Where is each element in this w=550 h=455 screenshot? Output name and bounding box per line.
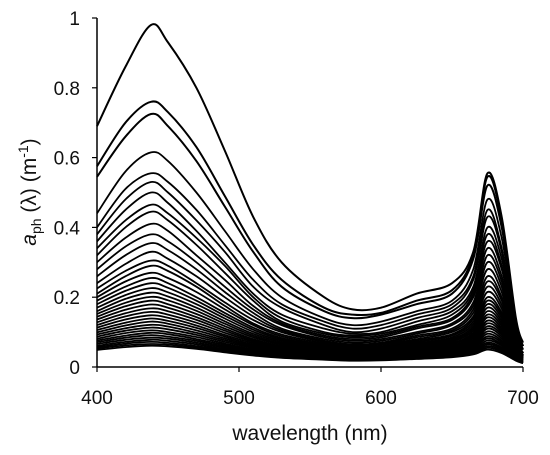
- y-tick-label: 1: [69, 9, 80, 30]
- y-axis-label-subscript: ph: [28, 218, 44, 234]
- x-tick-label: 400: [81, 388, 113, 409]
- spectrum-line-8: [96, 203, 524, 354]
- spectrum-line-14: [96, 259, 524, 357]
- y-axis-label-superscript: -1: [15, 145, 31, 158]
- y-axis-label-close: ): [18, 138, 41, 145]
- series-layer: [96, 23, 524, 365]
- y-tick-label: 0.6: [54, 149, 80, 170]
- spectrum-line-38: [96, 344, 524, 365]
- spectrum-line-17: [96, 277, 524, 358]
- spectrum-line-6: [96, 180, 524, 351]
- x-tick-label: 500: [223, 388, 255, 409]
- spectrum-line-19: [96, 287, 524, 359]
- tick-layer: 400 500 600 700 0 0.2 0.4 0.6 0.8 1: [54, 9, 539, 409]
- spectrum-line-16: [96, 271, 524, 358]
- spectrum-line-9: [96, 210, 524, 354]
- y-axis-label-rest: (λ) (m: [18, 158, 41, 219]
- y-tick-label: 0.2: [54, 288, 80, 309]
- y-tick-label: 0.4: [54, 218, 81, 239]
- spectrum-line-2: [96, 100, 524, 347]
- spectrum-line-11: [96, 233, 524, 354]
- y-axis-label-symbol: a: [18, 234, 41, 246]
- y-tick-label: 0.8: [54, 79, 80, 100]
- spectrum-line-3: [96, 112, 524, 347]
- spectrum-line-1: [96, 23, 524, 343]
- spectrum-line-4: [96, 151, 524, 350]
- spectrum-line-7: [96, 191, 524, 350]
- spectrum-line-12: [96, 242, 524, 356]
- x-axis-label: wavelength (nm): [231, 422, 387, 445]
- spectrum-line-15: [96, 264, 524, 357]
- x-tick-label: 600: [365, 388, 397, 409]
- y-axis-label: aph (λ) (m-1): [15, 138, 44, 245]
- spectrum-line-10: [96, 222, 524, 354]
- spectrum-line-5: [96, 172, 524, 350]
- x-tick-label: 700: [507, 388, 539, 409]
- y-tick-label: 0: [69, 358, 80, 379]
